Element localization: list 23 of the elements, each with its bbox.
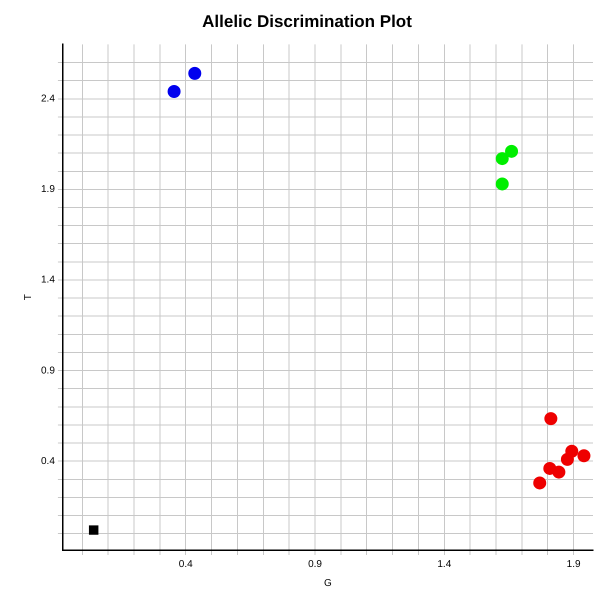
x-tick-label: 1.4 bbox=[437, 558, 452, 570]
point bbox=[188, 66, 202, 80]
chart-title: Allelic Discrimination Plot bbox=[202, 12, 412, 31]
point bbox=[577, 449, 590, 462]
y-tick-label: 1.4 bbox=[40, 274, 56, 286]
point bbox=[496, 177, 509, 190]
x-tick-label: 0.9 bbox=[308, 558, 322, 570]
point bbox=[88, 525, 98, 535]
y-tick-label: 0.9 bbox=[40, 365, 56, 376]
x-axis-title: G bbox=[324, 578, 332, 589]
x-tick-label: 0.4 bbox=[178, 558, 194, 570]
point bbox=[533, 476, 546, 490]
y-tick-label: 0.4 bbox=[40, 456, 56, 467]
point bbox=[505, 144, 518, 158]
y-tick-label: 2.4 bbox=[40, 94, 56, 105]
x-tick-label: 1.9 bbox=[566, 558, 581, 570]
point bbox=[552, 466, 566, 479]
y-tick-label: 1.9 bbox=[40, 184, 56, 196]
point bbox=[544, 412, 558, 426]
point bbox=[560, 452, 574, 466]
y-axis-title: T bbox=[22, 294, 34, 300]
point bbox=[496, 152, 509, 166]
point bbox=[168, 85, 181, 98]
